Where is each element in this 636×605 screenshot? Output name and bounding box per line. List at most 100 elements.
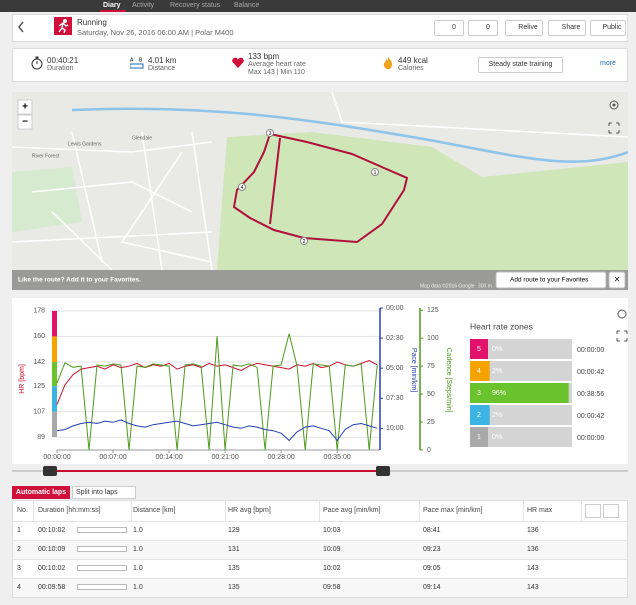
lap-tab[interactable]: Split into laps — [72, 486, 136, 499]
cell: 1.0 — [133, 527, 143, 534]
zone-percent: 0% — [492, 434, 502, 441]
y3-tick-label: 0 — [427, 447, 431, 454]
favorite-button[interactable]: Add route to your Favorites — [510, 277, 589, 284]
zone-strip — [52, 336, 57, 362]
cell: 1.0 — [133, 584, 143, 591]
cell: 09:05 — [423, 565, 441, 572]
calories-icon — [383, 57, 392, 70]
column-header: No. — [17, 507, 28, 514]
cell: 1.0 — [133, 565, 143, 572]
row-divider — [13, 540, 627, 541]
sport-icon — [54, 17, 72, 35]
y2-tick-label: 05:00 — [386, 365, 404, 372]
cell: 00:09:58 — [38, 584, 66, 591]
column-divider — [419, 501, 420, 521]
next-button[interactable] — [603, 504, 619, 518]
lap-tab-active[interactable]: Automatic laps — [12, 486, 70, 499]
zone-strip — [52, 310, 57, 337]
heart-icon — [232, 57, 244, 68]
zone-key — [470, 383, 488, 403]
cell: 00:10:02 — [38, 527, 66, 534]
y3-tick-label: 25 — [427, 419, 435, 426]
column-header: Pace max [min/km] — [423, 507, 483, 514]
duration-value: 00:40:21 — [47, 56, 79, 65]
row-stripe — [13, 541, 627, 559]
fullscreen-icon[interactable] — [616, 330, 628, 342]
nav-item[interactable]: Activity — [132, 2, 155, 9]
training-benefit-button[interactable]: Steady state training — [478, 57, 563, 73]
settings-icon[interactable] — [617, 309, 627, 319]
zones-title: Heart rate zones — [470, 321, 533, 331]
slider-handle[interactable] — [376, 466, 390, 476]
zone-key — [470, 427, 488, 447]
header-button[interactable]: Public — [590, 20, 626, 36]
comment-count: 0 — [486, 24, 490, 31]
duration-bar — [77, 546, 127, 552]
map-place: Lewis Gardens — [68, 141, 102, 147]
zone-duration: 00:00:42 — [577, 413, 604, 420]
route-map[interactable]: River Forest Lewis Gardens Glendale 1 2 3 4 + − L… — [12, 92, 628, 290]
y-tick-label: 89 — [37, 434, 45, 441]
zone-bar — [488, 405, 490, 425]
zone-percent: 2% — [492, 412, 502, 419]
zoom-button[interactable]: + — [22, 102, 28, 113]
zone-bar — [488, 361, 490, 381]
column-divider — [581, 501, 582, 521]
zone-number: 2 — [477, 412, 481, 419]
more-link[interactable]: more — [600, 60, 616, 67]
close-button[interactable]: × — [614, 275, 620, 286]
slider-handle[interactable] — [43, 466, 57, 476]
y3-tick-label: 75 — [427, 363, 435, 370]
column-header: Pace avg [min/km] — [323, 507, 381, 514]
nav-item[interactable]: Diary — [103, 2, 121, 9]
row-divider — [13, 578, 627, 579]
route-marker-label: 1 — [374, 170, 377, 176]
zone-percent: 2% — [492, 368, 502, 375]
cell: 4 — [17, 584, 21, 591]
zone-bar — [488, 383, 569, 403]
x-tick-label: 00:35:00 — [324, 454, 351, 461]
x-tick-label: 00:07:00 — [99, 454, 126, 461]
column-header: HR avg [bpm] — [228, 507, 271, 514]
cell: 00:10:02 — [38, 565, 66, 572]
row-divider — [13, 521, 627, 522]
column-divider — [523, 501, 524, 521]
svg-text:B: B — [139, 57, 143, 63]
zone-key — [470, 339, 488, 359]
lap-table: No. Duration [hh:mm:ss] Distance [km] HR av… — [12, 500, 628, 598]
y3-tick-label: 125 — [427, 307, 439, 314]
zoom-button[interactable]: − — [22, 117, 28, 128]
cell: 129 — [228, 527, 240, 534]
route-marker — [300, 237, 308, 245]
nav-item[interactable]: Balance — [234, 2, 260, 9]
like-button[interactable]: 0 — [434, 20, 464, 36]
prev-button[interactable] — [585, 504, 601, 518]
column-divider — [33, 501, 34, 521]
x-tick-label: 00:21:00 — [211, 454, 238, 461]
route-marker-label: 3 — [269, 131, 272, 137]
header-button[interactable]: Share — [548, 20, 586, 36]
cell: 143 — [527, 565, 539, 572]
comment-button[interactable]: 0 — [468, 20, 498, 36]
distance-label: Distance — [148, 65, 176, 72]
cell: 136 — [527, 527, 539, 534]
back-arrow[interactable] — [16, 20, 26, 34]
like-count: 0 — [452, 24, 456, 31]
zone-duration: 00:00:42 — [577, 369, 604, 376]
nav-item[interactable]: Recovery status — [170, 2, 221, 9]
cell: 135 — [228, 565, 240, 572]
zone-number: 3 — [477, 390, 481, 397]
y-tick-label: 107 — [33, 409, 45, 416]
cell: 1 — [17, 527, 21, 534]
y3-tick-label: 50 — [427, 391, 435, 398]
row-divider — [13, 559, 627, 560]
zone-track — [488, 405, 572, 425]
cell: 2 — [17, 546, 21, 553]
zone-duration: 00:00:00 — [577, 347, 604, 354]
zone-strip — [52, 386, 57, 412]
x-tick-label: 00:00:00 — [43, 454, 70, 461]
zone-duration: 00:00:00 — [577, 435, 604, 442]
header-button[interactable]: Relive — [505, 20, 543, 36]
column-header: Duration [hh:mm:ss] — [38, 507, 101, 514]
